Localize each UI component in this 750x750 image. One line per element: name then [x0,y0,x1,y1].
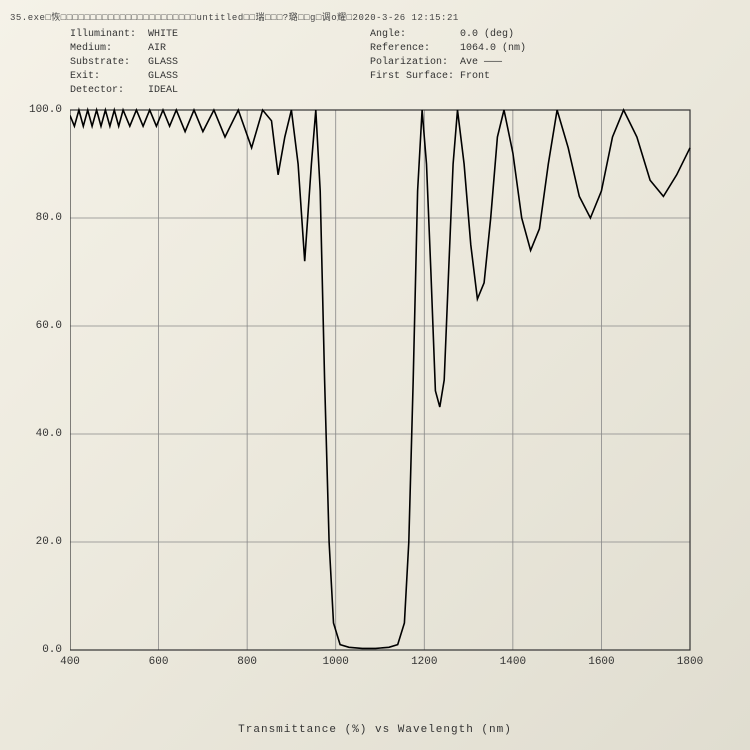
x-tick-label: 1000 [316,656,356,668]
meta-block-right: Angle: 0.0 (deg)Reference: 1064.0 (nm)Po… [370,28,526,84]
y-tick-label: 20.0 [22,536,62,548]
x-tick-label: 600 [139,656,179,668]
meta-row: Reference: 1064.0 (nm) [370,42,526,56]
x-tick-label: 400 [50,656,90,668]
y-tick-label: 100.0 [22,104,62,116]
meta-row: Detector: IDEAL [70,84,178,98]
meta-row: Exit: GLASS [70,70,178,84]
x-tick-label: 1600 [581,656,621,668]
meta-row: First Surface: Front [370,70,526,84]
header-line: 35.exe□恢□□□□□□□□□□□□□□□□□□□□□□□untitled□… [10,10,740,23]
meta-row: Polarization: Ave ——— [370,56,526,70]
meta-row: Angle: 0.0 (deg) [370,28,526,42]
y-tick-label: 80.0 [22,212,62,224]
transmittance-chart [70,100,700,670]
meta-row: Illuminant: WHITE [70,28,178,42]
meta-row: Substrate: GLASS [70,56,178,70]
y-tick-label: 0.0 [22,644,62,656]
x-tick-label: 1800 [670,656,710,668]
x-tick-label: 800 [227,656,267,668]
meta-row: Medium: AIR [70,42,178,56]
meta-block-left: Illuminant: WHITEMedium: AIRSubstrate: G… [70,28,178,98]
x-tick-label: 1200 [404,656,444,668]
y-tick-label: 60.0 [22,320,62,332]
y-tick-label: 40.0 [22,428,62,440]
x-tick-label: 1400 [493,656,533,668]
chart-area: 0.020.040.060.080.0100.0 400600800100012… [70,100,700,670]
x-axis-title: Transmittance (%) vs Wavelength (nm) [0,724,750,736]
